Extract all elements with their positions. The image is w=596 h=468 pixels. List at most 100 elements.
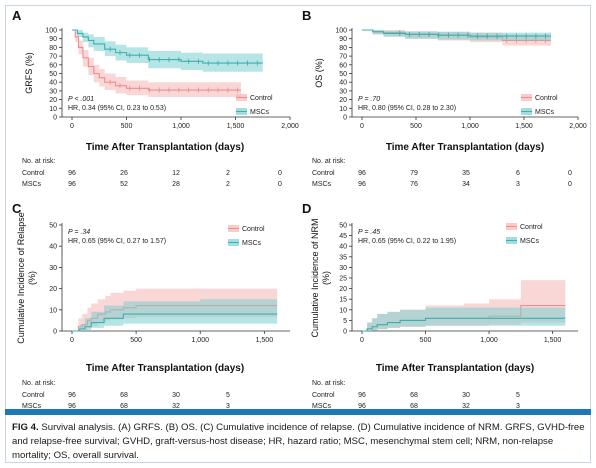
panel-a-y-tick-label: 80 [49, 45, 57, 52]
panel-b-legend-label: MSCs [535, 109, 555, 116]
panel-a-legend-label: MSCs [250, 109, 270, 116]
panel-b-risk-row-label: MSCs [312, 181, 332, 188]
panel-a-mscs-ci-band [72, 30, 263, 72]
panel-a-risk-value: 12 [172, 170, 180, 177]
panel-a-control-line [72, 29, 241, 91]
caption-divider-bar [5, 409, 591, 415]
panel-d-y-tick-label: 25 [339, 276, 347, 283]
panel-d-panel-letter: D [302, 201, 311, 216]
panel-a-control-ci-band [72, 30, 241, 97]
panel-a-y-tick-label: 40 [49, 80, 57, 87]
panel-b-risk-value: 79 [410, 170, 418, 177]
panel-d-y-tick-label: 15 [339, 297, 347, 304]
panel-a-risk-title: No. at risk: [22, 158, 56, 165]
panel-c-y-axis-label-line: (%) [27, 271, 37, 285]
panel-c-risk-value: 68 [120, 392, 128, 399]
panel-d-risk-value: 32 [462, 403, 470, 410]
panel-c-y-axis-label: Cumulative Incidence of Relapse(%) [16, 212, 37, 344]
caption-fig-label: FIG 4. [12, 422, 39, 433]
panel-d-risk-value: 3 [516, 403, 520, 410]
panel-d-y-axis-label-line: (%) [321, 271, 331, 285]
panel-a-stat-p-value: P < .001 [68, 96, 94, 103]
panel-b-y-tick-label: 30 [339, 88, 347, 95]
panel-a-legend-label: Control [250, 95, 273, 102]
panel-d-y-axis-label: Cumulative Incidence of NRM(%) [310, 218, 331, 337]
panel-c-risk-title: No. at risk: [22, 380, 56, 387]
panel-c-y-tick-label: 0 [53, 329, 57, 336]
panel-a-y-tick-label: 70 [49, 54, 57, 61]
panel-a-y-tick-label: 50 [49, 71, 57, 78]
panel-b-risk-value: 35 [462, 170, 470, 177]
panel-c-x-axis-label: Time After Transplantation (days) [86, 363, 244, 374]
panel-b-y-axis-label: OS (%) [314, 58, 324, 88]
panel-c-risk-value: 3 [226, 403, 230, 410]
panel-b-mscs-line [362, 29, 551, 37]
panel-a-risk-value: 28 [172, 181, 180, 188]
figure-frame [5, 5, 591, 463]
panel-a-y-tick-label: 60 [49, 62, 57, 69]
panel-b-x-tick-label: 1,000 [461, 123, 479, 130]
panel-d-risk-value: 30 [462, 392, 470, 399]
panel-b-y-tick-label: 80 [339, 45, 347, 52]
panel-b-x-tick-label: 0 [360, 123, 364, 130]
panel-d-mscs-ci-band [362, 307, 566, 331]
panel-a-risk-row-label: Control [22, 170, 45, 177]
panel-a-risk-value: 2 [226, 170, 230, 177]
panel-c-x-tick-label: 500 [130, 337, 142, 344]
panel-c-mscs-ci-band [72, 299, 278, 331]
panel-d-y-tick-label: 10 [339, 307, 347, 314]
panel-d-stat-p-value: P = .45 [358, 229, 380, 236]
panel-b-panel-letter: B [302, 8, 311, 23]
panel-d-y-tick-label: 5 [343, 318, 347, 325]
panel-b-x-axis-label: Time After Transplantation (days) [386, 142, 544, 153]
panel-b-risk-value: 0 [568, 181, 572, 188]
panel-b-y-tick-label: 60 [339, 62, 347, 69]
panel-b-stat-hazard-ratio: HR, 0.80 (95% CI, 0.28 to 2.30) [358, 105, 456, 112]
panel-b-risk-value: 96 [358, 170, 366, 177]
panel-c-y-tick-label: 10 [49, 307, 57, 314]
panel-b-legend-label: Control [535, 95, 558, 102]
panel-d-x-axis-label: Time After Transplantation (days) [376, 363, 534, 374]
panel-a-y-tick-label: 30 [49, 88, 57, 95]
panel-c-x-tick-label: 0 [70, 337, 74, 344]
panel-d-x-tick-label: 500 [420, 337, 432, 344]
panel-c-y-tick-label: 20 [49, 286, 57, 293]
panel-b-risk-value: 6 [516, 170, 520, 177]
panel-d-risk-value: 96 [358, 403, 366, 410]
panel-d-risk-row-label: Control [312, 392, 335, 399]
panel-b-risk-value: 3 [516, 181, 520, 188]
panel-c-risk-value: 30 [172, 392, 180, 399]
panel-d-risk-row-label: MSCs [312, 403, 332, 410]
panel-b-stat-p-value: P = .70 [358, 96, 380, 103]
panel-b-y-tick-label: 100 [335, 28, 347, 35]
panel-a-risk-value: 96 [68, 170, 76, 177]
panel-a-panel-letter: A [12, 8, 22, 23]
panel-a-stat-hazard-ratio: HR, 0.34 (95% CI, 0.23 to 0.53) [68, 105, 166, 112]
panel-a-x-tick-label: 1,000 [172, 123, 190, 130]
panel-c-x-tick-label: 1,500 [256, 337, 274, 344]
panel-c-risk-value: 96 [68, 392, 76, 399]
panel-d-legend-label: MSCs [520, 238, 540, 245]
panel-d-risk-value: 68 [410, 403, 418, 410]
caption-text: Survival analysis. (A) GRFS. (B) OS. (C)… [12, 422, 585, 461]
panel-a-x-tick-label: 2,000 [281, 123, 299, 130]
panel-c-risk-value: 32 [172, 403, 180, 410]
panel-d-y-tick-label: 50 [339, 223, 347, 230]
panel-d-y-tick-label: 40 [339, 244, 347, 251]
panel-a-risk-value: 0 [278, 181, 282, 188]
panel-a-y-tick-label: 90 [49, 36, 57, 43]
panel-c-y-tick-label: 50 [49, 223, 57, 230]
panel-a-risk-value: 52 [120, 181, 128, 188]
panel-b-y-tick-label: 40 [339, 80, 347, 87]
panel-c-legend-label: Control [242, 226, 265, 233]
panel-c-panel-letter: C [12, 201, 22, 216]
panel-b-x-tick-label: 1,500 [515, 123, 533, 130]
panel-d-risk-value: 96 [358, 392, 366, 399]
panel-d-y-tick-label: 20 [339, 286, 347, 293]
panel-b-y-tick-label: 70 [339, 54, 347, 61]
panel-b-risk-value: 0 [568, 170, 572, 177]
panel-a-x-tick-label: 0 [70, 123, 74, 130]
panel-b-y-tick-label: 90 [339, 36, 347, 43]
panel-d-x-tick-label: 1,000 [480, 337, 498, 344]
panel-d-y-tick-label: 35 [339, 254, 347, 261]
